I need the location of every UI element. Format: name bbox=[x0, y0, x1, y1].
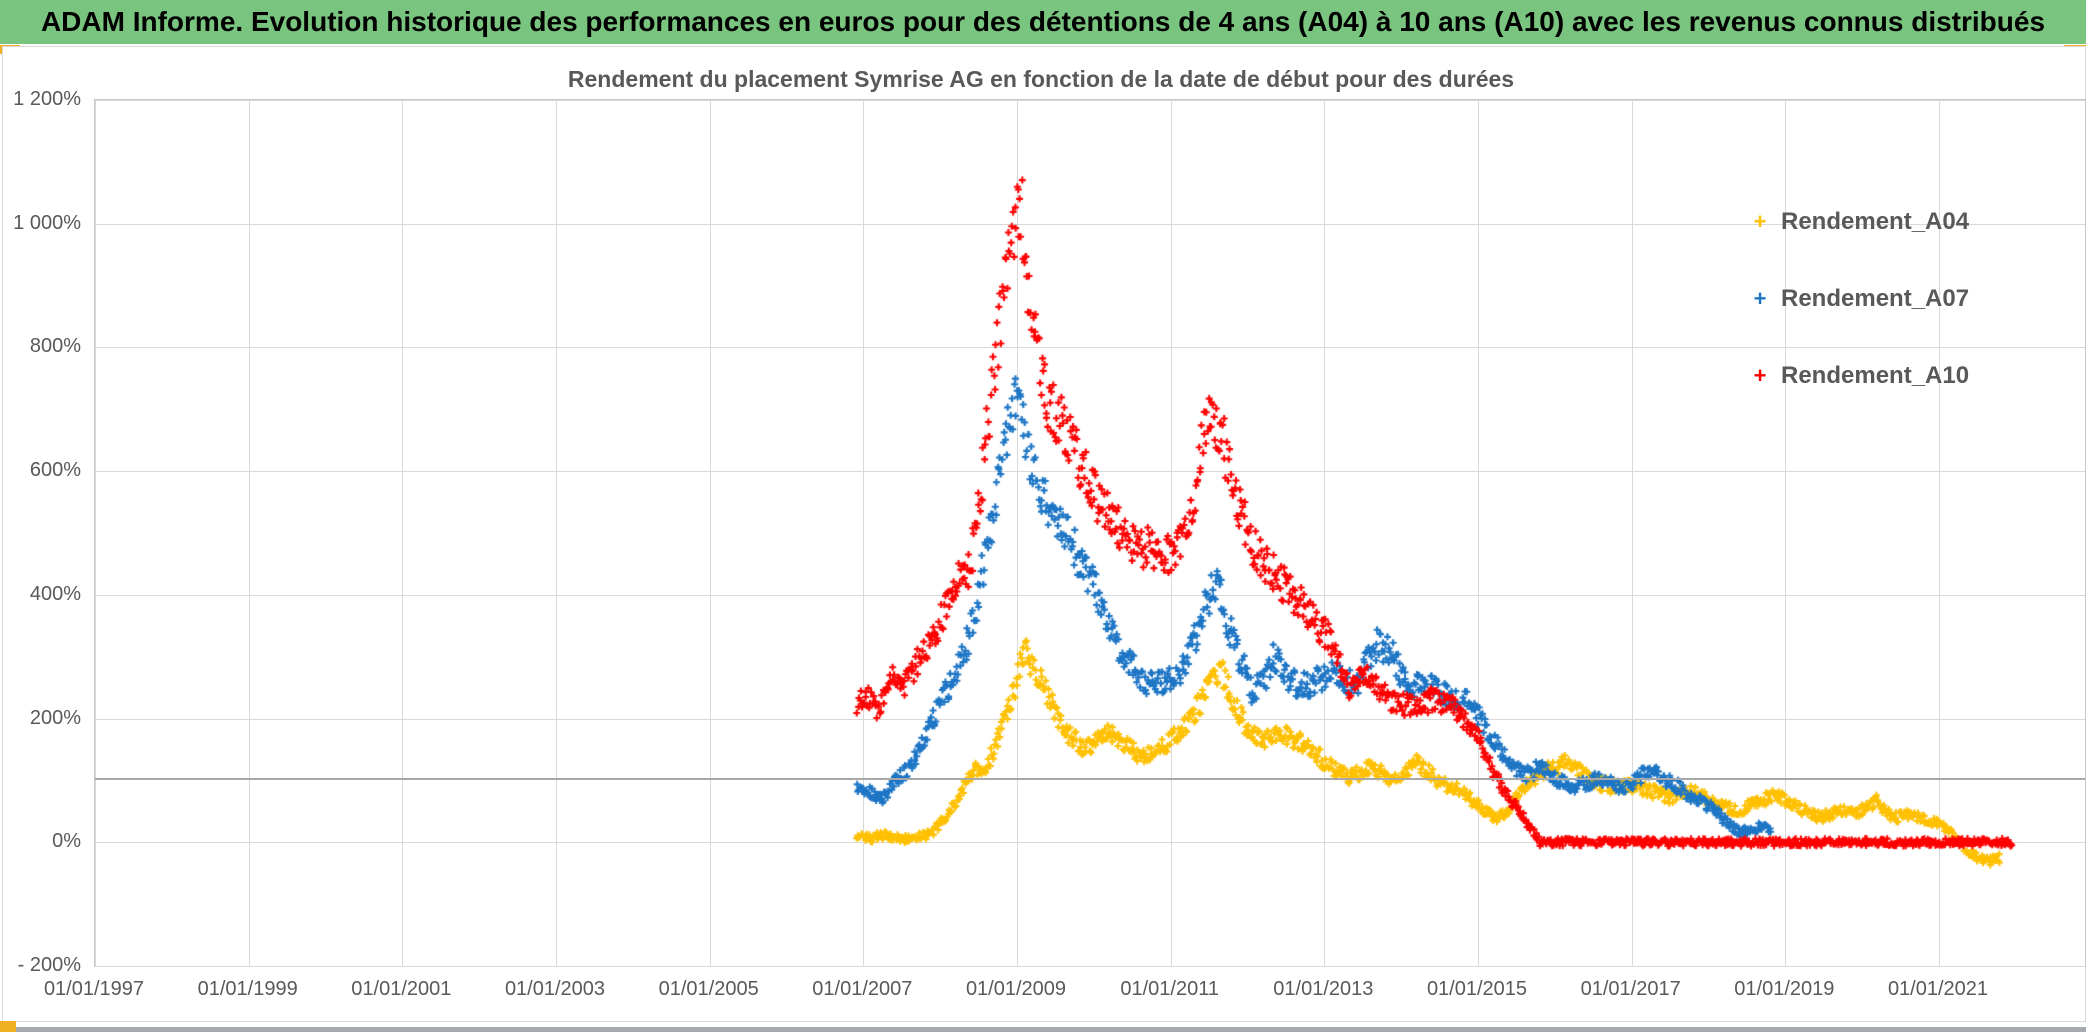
x-tick-label: 01/01/2021 bbox=[1887, 978, 1989, 1000]
x-tick-label: 01/01/2005 bbox=[658, 978, 759, 1000]
y-tick-label: 1 200% bbox=[13, 88, 81, 110]
y-tick-label: 600% bbox=[29, 459, 81, 482]
chart-container: Rendement du placement Symrise AG en fon… bbox=[2, 46, 2086, 1022]
plot-area: + Rendement_A04 + Rendement_A07 + Rendement_A… bbox=[94, 99, 2086, 967]
legend-item-label: Rendement_A04 bbox=[1781, 208, 1970, 235]
x-tick-label: 01/01/2019 bbox=[1734, 978, 1835, 1000]
legend: + Rendement_A04 + Rendement_A07 + Rendement_A… bbox=[1747, 202, 1970, 433]
accent-square-bottom-left bbox=[0, 1021, 16, 1032]
x-tick-label: 01/01/1999 bbox=[197, 978, 298, 1000]
plus-marker-icon: + bbox=[1753, 286, 1767, 311]
chart-title-line1: Rendement du placement Symrise AG en fon… bbox=[567, 66, 1515, 92]
y-tick-label: 1 000% bbox=[13, 211, 81, 234]
header-title: ADAM Informe. Evolution historique des p… bbox=[40, 6, 2046, 37]
x-tick-label: 01/01/2011 bbox=[1120, 978, 1219, 1000]
x-tick-label: 01/01/2009 bbox=[965, 978, 1067, 1000]
x-tick-label: 01/01/2007 bbox=[812, 978, 913, 1000]
bottom-scrollbar-strip bbox=[0, 1027, 2086, 1032]
x-tick-label: 01/01/1997 bbox=[43, 978, 145, 1000]
gridline-horizontal bbox=[95, 966, 2085, 967]
y-tick-label: 800% bbox=[29, 335, 81, 358]
scatter-canvas bbox=[95, 100, 2085, 966]
plus-marker-icon: + bbox=[1753, 209, 1767, 234]
header-banner: ADAM Informe. Evolution historique des p… bbox=[0, 0, 2086, 44]
y-tick-label: - 200% bbox=[17, 954, 81, 976]
legend-item-label: Rendement_A07 bbox=[1781, 285, 1970, 312]
plus-marker-icon: + bbox=[1753, 363, 1767, 388]
x-tick-label: 01/01/2003 bbox=[504, 978, 606, 1000]
x-tick-label: 01/01/2017 bbox=[1580, 978, 1681, 1000]
reference-line bbox=[95, 777, 2085, 780]
x-tick-label: 01/01/2013 bbox=[1273, 978, 1374, 1000]
x-tick-label: 01/01/2001 bbox=[351, 978, 452, 1000]
legend-item-rendement_a07[interactable]: + Rendement_A07 bbox=[1747, 279, 1970, 319]
y-tick-label: 400% bbox=[29, 582, 81, 605]
legend-item-label: Rendement_A10 bbox=[1781, 362, 1970, 389]
legend-item-rendement_a04[interactable]: + Rendement_A04 bbox=[1747, 202, 1970, 242]
y-tick-label: 200% bbox=[29, 706, 81, 729]
x-tick-label: 01/01/2015 bbox=[1426, 978, 1528, 1000]
y-tick-label: 0% bbox=[52, 830, 81, 853]
legend-item-rendement_a10[interactable]: + Rendement_A10 bbox=[1747, 356, 1970, 396]
